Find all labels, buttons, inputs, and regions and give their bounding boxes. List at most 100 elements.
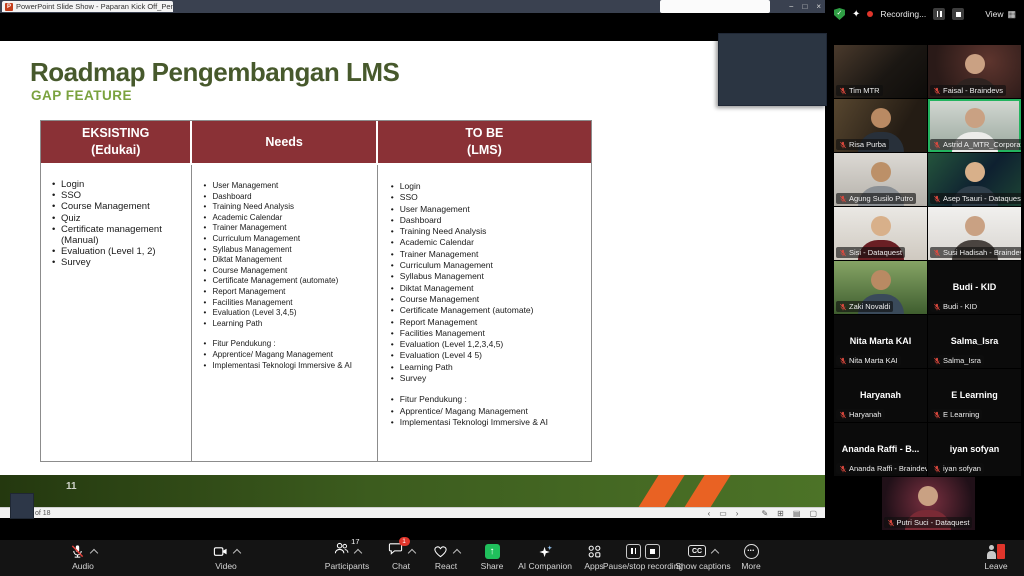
chat-options-caret[interactable] bbox=[407, 548, 416, 557]
participant-tile[interactable]: Astrid A_MTR_Corporate U... bbox=[928, 99, 1021, 152]
participant-tile[interactable]: Haryanah Haryanah bbox=[834, 369, 927, 422]
participant-tile[interactable]: Salma_Isra Salma_Isra bbox=[928, 315, 1021, 368]
participant-tile[interactable]: Ananda Raffi - B... Ananda Raffi - Braind… bbox=[834, 423, 927, 476]
participant-name: Salma_Isra bbox=[943, 356, 981, 365]
display-settings-icon[interactable]: ▢ bbox=[809, 509, 817, 518]
participant-name: Ananda Raffi - Braindevs bbox=[849, 464, 927, 473]
share-button[interactable]: ↑ Share bbox=[480, 543, 504, 571]
pause-recording-button[interactable] bbox=[933, 8, 946, 20]
column-body: LoginSSOUser ManagementDashboardTraining… bbox=[377, 165, 591, 461]
previous-slide-icon[interactable]: ‹ bbox=[707, 509, 711, 518]
powerpoint-window-tab[interactable]: P PowerPoint Slide Show - Paparan Kick O… bbox=[2, 1, 173, 12]
pause-recording-icon[interactable] bbox=[626, 543, 641, 559]
column-body: LoginSSOCourse ManagementQuizCertificate… bbox=[41, 165, 193, 461]
participant-tile[interactable]: Nita Marta KAI Nita Marta KAI bbox=[834, 315, 927, 368]
bullet-item: Evaluation (Level 1,2,3,4,5) bbox=[390, 339, 587, 351]
participant-tile[interactable]: Zaki Novaldi bbox=[834, 261, 927, 314]
react-options-caret[interactable] bbox=[452, 548, 461, 557]
participant-name-label: Asep Tsauri - Dataquest bbox=[930, 193, 1021, 204]
participant-center-name: Salma_Isra bbox=[950, 335, 999, 346]
bullet-item: Implementasi Teknologi Immersive & AI bbox=[202, 361, 372, 372]
audio-button[interactable]: Audio bbox=[55, 543, 111, 571]
next-slide-icon[interactable]: › bbox=[735, 509, 739, 518]
participant-center-name: E Learning bbox=[951, 389, 998, 400]
presenter-toolbar-overlay bbox=[10, 493, 34, 519]
participant-tile[interactable]: E Learning E Learning bbox=[928, 369, 1021, 422]
mic-muted-icon bbox=[840, 411, 846, 418]
slideshow-status-bar: of 18 ‹ ▭ › ✎ ⊞ ▤ ▢ bbox=[0, 507, 825, 518]
bullet-item: Certificate Management (automate) bbox=[202, 276, 372, 287]
show-captions-button[interactable]: CC Show captions bbox=[674, 543, 732, 571]
ai-companion-icon bbox=[538, 544, 552, 557]
participant-name-label: Sisi - Dataquest bbox=[836, 247, 905, 258]
slide-count-text: of 18 bbox=[35, 510, 51, 517]
participants-options-caret[interactable] bbox=[353, 548, 362, 557]
bullet-item: Syllabus Management bbox=[390, 271, 587, 283]
gallery-view-icon: ▦ bbox=[1007, 8, 1016, 19]
stop-recording-button[interactable] bbox=[952, 8, 965, 20]
pause-stop-recording-button[interactable]: Pause/stop recording bbox=[600, 543, 686, 571]
participant-name: Asep Tsauri - Dataquest bbox=[943, 194, 1021, 203]
participant-tile[interactable]: Putri Suci - Dataquest bbox=[881, 477, 975, 530]
chat-badge: 1 bbox=[398, 537, 410, 546]
video-options-caret[interactable] bbox=[232, 548, 241, 557]
more-button[interactable]: ••• More bbox=[733, 543, 769, 571]
mic-muted-icon bbox=[840, 249, 846, 256]
audio-options-caret[interactable] bbox=[89, 548, 98, 557]
participant-tile[interactable]: Tim MTR bbox=[834, 45, 927, 98]
close-icon[interactable]: × bbox=[816, 2, 821, 11]
bullet-item: Report Management bbox=[390, 317, 587, 329]
orange-stripe bbox=[634, 475, 688, 507]
participant-tile[interactable]: Agung Susilo Putro bbox=[834, 153, 927, 206]
participant-tile[interactable]: Budi - KID Budi - KID bbox=[928, 261, 1021, 314]
view-label: View bbox=[985, 9, 1004, 19]
participant-tile[interactable]: Risa Purba bbox=[834, 99, 927, 152]
participant-name: Faisal - Braindevs bbox=[943, 86, 1004, 95]
minimize-icon[interactable]: − bbox=[788, 2, 794, 11]
participant-name: Agung Susilo Putro bbox=[849, 194, 914, 203]
bullet-item: Fitur Pendukung : bbox=[390, 394, 587, 406]
bullet-item: Learning Path bbox=[390, 362, 587, 374]
stop-recording-icon[interactable] bbox=[645, 543, 660, 559]
pen-tool-icon[interactable]: ✎ bbox=[761, 509, 769, 518]
react-button[interactable]: React bbox=[424, 543, 468, 571]
titlebar-search-box[interactable] bbox=[660, 0, 770, 13]
bullet-item bbox=[390, 384, 587, 394]
slide-subtitle: GAP FEATURE bbox=[31, 88, 133, 103]
participant-tile[interactable]: Susi Hadisah - Braindevs bbox=[928, 207, 1021, 260]
apps-button[interactable]: Apps bbox=[574, 543, 614, 571]
bullet-item: Quiz bbox=[51, 213, 185, 224]
participant-name: Risa Purba bbox=[849, 140, 887, 149]
bullet-item: Dashboard bbox=[390, 215, 587, 227]
ai-companion-button[interactable]: AI Companion bbox=[514, 543, 576, 571]
captions-options-caret[interactable] bbox=[710, 548, 720, 557]
all-slides-icon[interactable]: ⊞ bbox=[777, 509, 784, 518]
bullet-item: Certificate management (Manual) bbox=[51, 224, 185, 246]
chat-button[interactable]: 1 Chat bbox=[378, 537, 424, 571]
participant-tile[interactable]: Sisi - Dataquest bbox=[834, 207, 927, 260]
meeting-tray: ✓ ✦ Recording... View ▦ bbox=[833, 6, 1016, 22]
column-body: User ManagementDashboardTraining Need An… bbox=[192, 165, 378, 461]
bullet-item: Curriculum Management bbox=[390, 260, 587, 272]
participant-tile[interactable]: iyan sofyan iyan sofyan bbox=[928, 423, 1021, 476]
mic-muted-icon bbox=[840, 357, 846, 364]
participant-center-name: Ananda Raffi - B... bbox=[841, 443, 920, 454]
video-button[interactable]: Video bbox=[198, 543, 254, 571]
bullet-item: Login bbox=[390, 181, 587, 193]
view-button[interactable]: View ▦ bbox=[985, 9, 1016, 20]
participant-tile[interactable]: Faisal - Braindevs bbox=[928, 45, 1021, 98]
participant-name: Putri Suci - Dataquest bbox=[896, 518, 970, 527]
leave-button[interactable]: Leave bbox=[976, 543, 1016, 571]
notes-icon[interactable]: ▤ bbox=[792, 509, 801, 518]
participant-name-label: Risa Purba bbox=[836, 139, 890, 150]
bullet-item: User Management bbox=[390, 204, 587, 216]
participant-tile[interactable]: Asep Tsauri - Dataquest bbox=[928, 153, 1021, 206]
bullet-item: SSO bbox=[390, 192, 587, 204]
participant-gallery: Tim MTR Faisal - Braindevs Risa Purba Astri… bbox=[834, 45, 1022, 530]
shared-slide: Roadmap Pengembangan LMS GAP FEATURE EKS… bbox=[0, 41, 825, 475]
gap-feature-table: EKSISTING (Edukai) LoginSSOCourse Manage… bbox=[40, 120, 592, 462]
mic-muted-icon bbox=[934, 303, 940, 310]
participants-button[interactable]: 17 Participants bbox=[324, 537, 370, 571]
slide-menu-icon[interactable]: ▭ bbox=[719, 509, 727, 518]
restore-icon[interactable]: □ bbox=[802, 2, 808, 11]
